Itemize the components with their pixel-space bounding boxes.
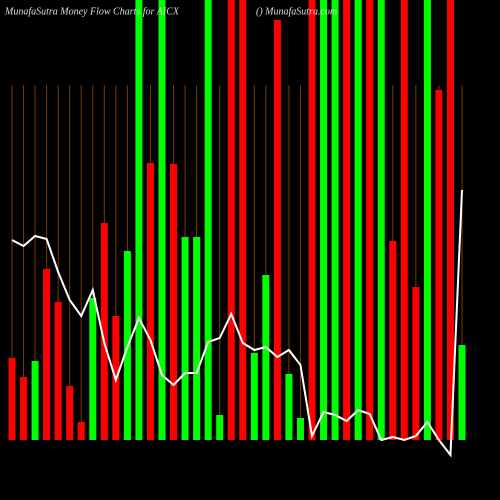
bar xyxy=(31,361,39,440)
bar xyxy=(43,269,51,440)
bar xyxy=(135,0,143,440)
chart-subtitle: () MunafaSutra.com xyxy=(256,6,337,17)
bar xyxy=(435,90,443,440)
bar xyxy=(354,0,362,440)
bar xyxy=(204,0,212,440)
bar xyxy=(181,237,189,440)
bar xyxy=(273,20,281,440)
bar xyxy=(20,377,28,440)
bar xyxy=(377,0,385,440)
bar xyxy=(54,302,62,440)
bar xyxy=(285,374,293,440)
bar xyxy=(423,0,431,440)
bar xyxy=(193,237,201,440)
bar xyxy=(158,0,166,440)
bar xyxy=(366,0,374,440)
bar xyxy=(458,345,466,440)
bar xyxy=(146,163,154,440)
bar xyxy=(446,0,454,440)
bar xyxy=(170,164,178,440)
bar xyxy=(412,287,420,440)
bar xyxy=(400,0,408,440)
bar xyxy=(89,298,97,440)
bar xyxy=(320,0,328,440)
bar xyxy=(77,422,85,440)
bar xyxy=(216,415,224,440)
bar xyxy=(8,358,16,440)
line xyxy=(11,189,463,458)
bar xyxy=(66,386,74,440)
bar xyxy=(296,418,304,440)
bar xyxy=(343,0,351,440)
bar xyxy=(389,241,397,440)
bar xyxy=(250,353,258,440)
bar xyxy=(308,0,316,440)
bar xyxy=(331,0,339,440)
bar xyxy=(239,0,247,440)
bar xyxy=(227,0,235,440)
bar xyxy=(262,275,270,440)
bar xyxy=(100,223,108,440)
chart-title: MunafaSutra Money Flow Charts for AICX xyxy=(4,6,180,17)
